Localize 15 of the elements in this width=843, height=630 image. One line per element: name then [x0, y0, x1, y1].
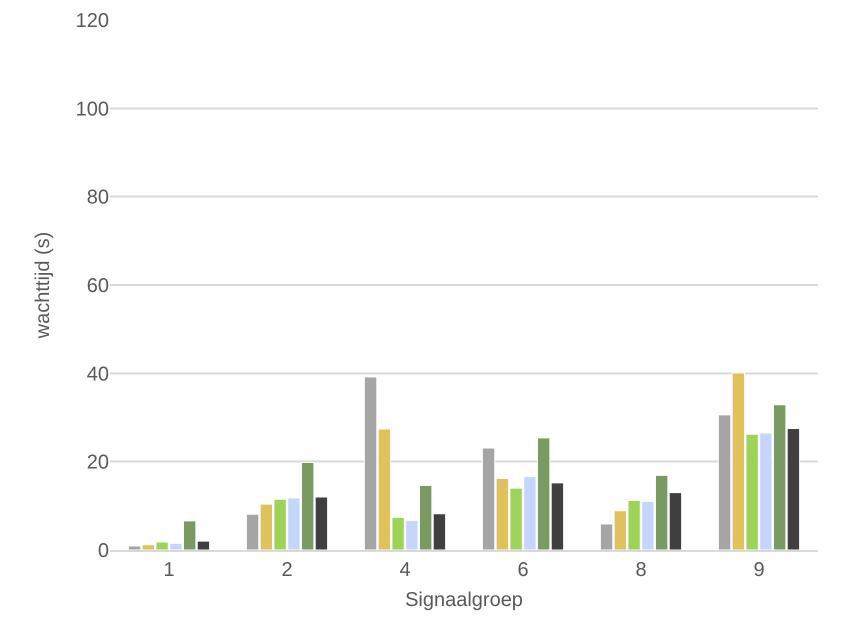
y-tick-label: 60: [86, 275, 109, 297]
y-tick-label: 80: [86, 186, 109, 209]
x-tick-label: 9: [753, 559, 765, 581]
y-tick-label: 20: [86, 452, 109, 474]
y-tick-label: 0: [98, 540, 109, 562]
y-axis-title: wachttijd (s): [32, 232, 54, 340]
x-tick-label: 6: [517, 559, 529, 581]
x-tick-label: 8: [635, 559, 647, 581]
y-tick-label: 120: [76, 10, 109, 32]
x-tick-label: 1: [163, 559, 175, 581]
x-tick-label: 4: [399, 559, 411, 581]
y-tick-label: 100: [76, 98, 109, 120]
y-tick-label: 40: [86, 363, 109, 386]
x-axis-title: Signaalgroep: [405, 589, 523, 611]
x-tick-label: 2: [281, 559, 293, 581]
